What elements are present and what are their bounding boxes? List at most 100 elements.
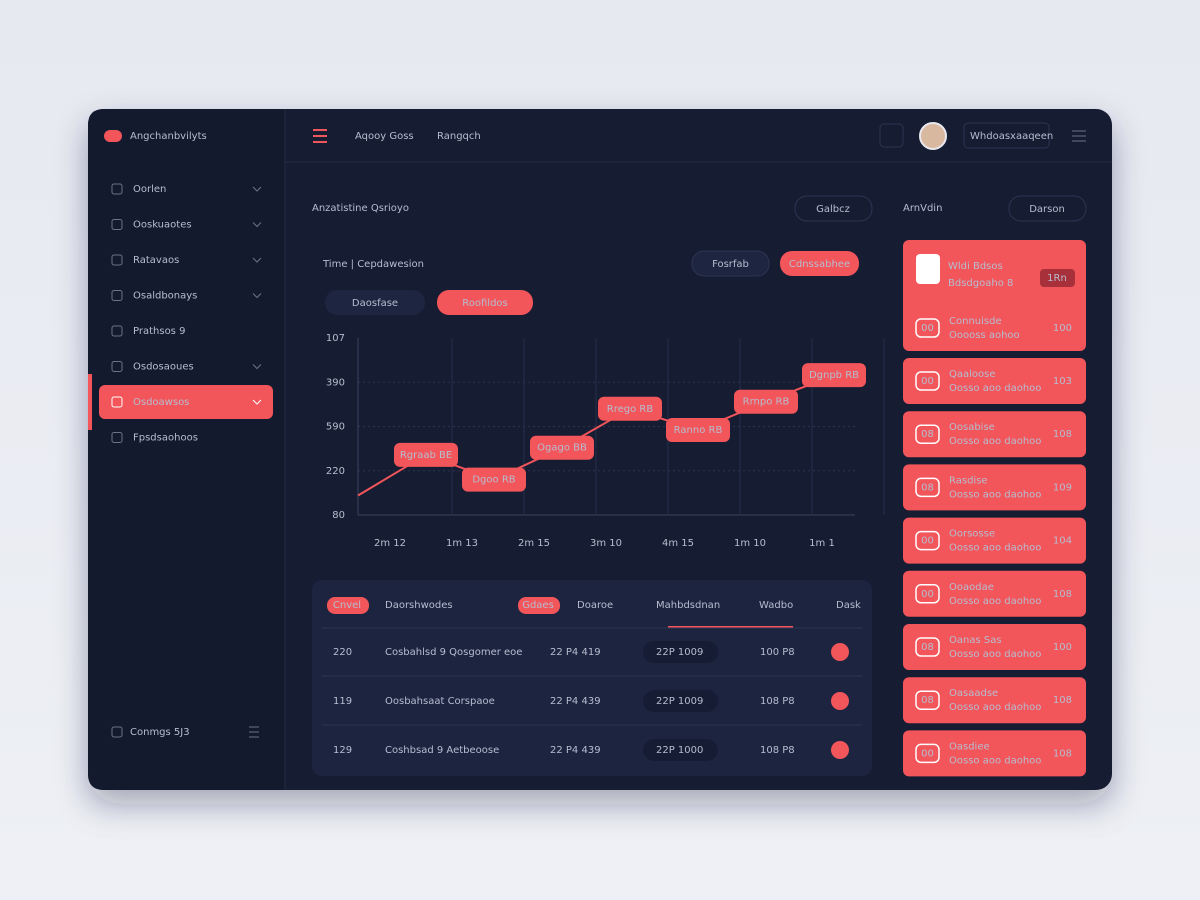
- point-label-bg: [530, 435, 594, 460]
- item-icon: [915, 318, 940, 338]
- footer-menu[interactable]: [249, 726, 259, 738]
- item-card[interactable]: [903, 517, 1086, 564]
- nav-link[interactable]: Rangqch: [437, 131, 481, 142]
- item-name: Oosabise: [949, 422, 995, 433]
- item-icon-label: 08: [921, 642, 934, 653]
- menu-label[interactable]: Prathsos 9: [133, 326, 185, 337]
- table-cell: 119: [333, 696, 352, 707]
- point-label: Rgraab BE: [400, 450, 452, 461]
- chart-button[interactable]: [691, 250, 770, 277]
- item-card[interactable]: [903, 411, 1086, 458]
- chart-button[interactable]: [780, 251, 859, 276]
- item-card[interactable]: [903, 570, 1086, 617]
- x-tick-label: 2m 12: [374, 538, 406, 549]
- item-sub: Ooooss aohoo: [949, 330, 1020, 341]
- x-tick-label: 1m 10: [734, 538, 766, 549]
- chevron: [252, 293, 262, 299]
- hamburger[interactable]: [313, 129, 327, 143]
- item-icon-label: 00: [921, 748, 934, 759]
- item-value: 100: [1053, 642, 1072, 653]
- menu-label[interactable]: Fpsdsaohoos: [133, 433, 198, 444]
- panel-button-label: Darson: [1029, 204, 1065, 215]
- item-value: 108: [1053, 695, 1072, 706]
- nav-link[interactable]: Aqooy Goss: [355, 131, 414, 142]
- page-title: Anzatistine Qsrioyo: [312, 203, 409, 214]
- search-box[interactable]: [963, 122, 1050, 149]
- item-name: Connuisde: [949, 316, 1002, 327]
- panel-button[interactable]: [1008, 195, 1087, 222]
- point-label-bg: [462, 467, 526, 492]
- item-value: 100: [1053, 323, 1072, 334]
- active-indicator: [88, 374, 92, 430]
- item-icon-label: 00: [921, 536, 934, 547]
- table-header[interactable]: Dask: [836, 600, 861, 611]
- item-name: Qaaloose: [949, 369, 996, 380]
- x-tick-label: 1m 13: [446, 538, 478, 549]
- item-value: 103: [1053, 376, 1072, 387]
- table-header[interactable]: Daorshwodes: [385, 600, 453, 611]
- menu-icon: [111, 396, 123, 408]
- avatar[interactable]: [919, 122, 947, 150]
- table-header[interactable]: Wadbo: [759, 600, 793, 611]
- featured-card[interactable]: [903, 240, 1086, 351]
- table-cell: 22P 1009: [656, 696, 703, 707]
- item-name: Rasdise: [949, 475, 988, 486]
- x-tick-label: 3m 10: [590, 538, 622, 549]
- icon-button[interactable]: [879, 123, 904, 148]
- item-name: Oasaadse: [949, 688, 998, 699]
- menu-label[interactable]: Osaldbonays: [133, 291, 197, 302]
- item-name: Oorsosse: [949, 529, 995, 540]
- table-header[interactable]: Cnvel: [333, 600, 361, 611]
- header-button[interactable]: [794, 195, 873, 222]
- featured-title: Wldi Bdsos: [948, 261, 1003, 272]
- item-icon: [915, 477, 940, 498]
- item-card[interactable]: [903, 730, 1086, 777]
- menu-label[interactable]: Oorlen: [133, 184, 166, 195]
- menu-label[interactable]: Ratavaos: [133, 255, 179, 266]
- header-pill[interactable]: [327, 597, 369, 614]
- chart-title: Time | Cepdawesion: [322, 259, 424, 270]
- menu-item-active[interactable]: [99, 385, 273, 419]
- item-card[interactable]: [903, 624, 1086, 670]
- point-label-bg: [734, 389, 798, 414]
- y-tick-label: 590: [326, 422, 345, 433]
- y-tick-label: 390: [326, 377, 345, 388]
- item-card[interactable]: [903, 358, 1086, 404]
- settings-icon[interactable]: [1072, 130, 1086, 142]
- chevron: [252, 364, 262, 370]
- chart-tab[interactable]: [437, 290, 533, 315]
- y-tick-label: 220: [326, 466, 345, 477]
- item-icon: [915, 371, 940, 391]
- row-action[interactable]: [831, 643, 849, 661]
- menu-icon: [111, 290, 123, 301]
- brand-icon: [104, 130, 122, 142]
- menu-label[interactable]: Osdoawsos: [133, 397, 189, 408]
- item-sub: Oosso aoo daohoo: [949, 702, 1041, 713]
- item-sub: Oosso aoo daohoo: [949, 436, 1041, 447]
- item-card[interactable]: [903, 464, 1086, 511]
- cell-pill: [643, 641, 718, 663]
- item-name: Oasdiee: [949, 741, 990, 752]
- table-cell: 108 P8: [760, 745, 795, 756]
- point-label-bg: [802, 363, 866, 388]
- table-cell: 100 P8: [760, 647, 795, 658]
- row-action[interactable]: [831, 741, 849, 759]
- chart-tab-label: Roofildos: [462, 298, 508, 309]
- x-tick-label: 2m 15: [518, 538, 550, 549]
- y-tick-label: 80: [332, 510, 345, 521]
- header-pill[interactable]: [518, 597, 560, 614]
- menu-label[interactable]: Ooskuaotes: [133, 220, 192, 231]
- menu-label[interactable]: Osdosaoues: [133, 362, 194, 373]
- table-cell: 22 P4 419: [550, 647, 601, 658]
- chart-tab[interactable]: [325, 290, 425, 315]
- menu-icon: [111, 325, 123, 337]
- item-card[interactable]: [903, 677, 1086, 724]
- item-name: Ooaodae: [949, 582, 994, 593]
- item-sub: Oosso aoo daohoo: [949, 596, 1041, 607]
- table-header[interactable]: Gdaes: [522, 600, 554, 611]
- row-action[interactable]: [831, 692, 849, 710]
- featured-subtitle: Bdsdgoaho 8: [948, 278, 1013, 289]
- table-header[interactable]: Mahbdsdnan: [656, 600, 720, 611]
- table-cell: 22P 1000: [656, 745, 703, 756]
- table-header[interactable]: Doaroe: [577, 600, 613, 611]
